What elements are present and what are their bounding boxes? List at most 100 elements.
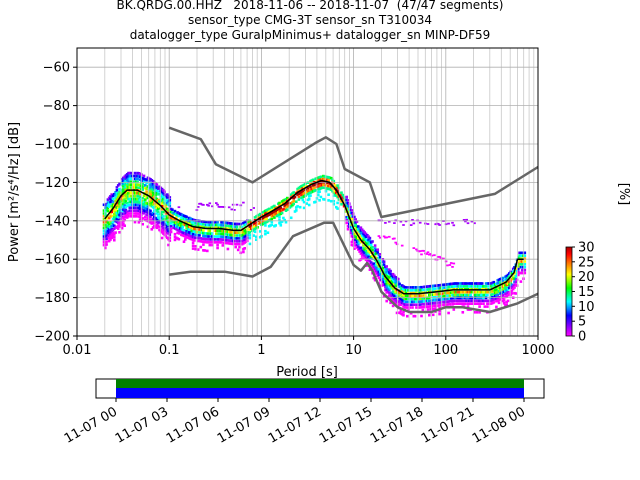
heatmap-cell bbox=[187, 222, 191, 226]
heatmap-cell bbox=[115, 206, 119, 209]
heatmap-cell bbox=[122, 176, 125, 180]
heatmap-cell bbox=[511, 284, 515, 288]
heatmap-cell bbox=[386, 275, 390, 278]
heatmap-cell bbox=[233, 239, 236, 243]
heatmap-cell bbox=[162, 217, 165, 221]
heatmap-cell bbox=[106, 204, 110, 207]
heatmap-cell bbox=[375, 266, 378, 270]
heatmap-cell bbox=[142, 174, 146, 178]
heatmap-cell bbox=[428, 313, 431, 317]
heatmap-cell bbox=[366, 257, 369, 260]
heatmap-cell bbox=[196, 239, 200, 243]
heatmap-cell bbox=[302, 186, 306, 189]
heatmap-cell bbox=[397, 277, 400, 281]
heatmap-cell bbox=[510, 289, 514, 292]
heatmap-cell bbox=[160, 210, 164, 214]
heatmap-cell bbox=[368, 242, 372, 246]
heatmap-cell bbox=[407, 289, 410, 292]
heatmap-cell bbox=[368, 245, 372, 248]
heatmap-cell bbox=[253, 230, 257, 234]
heatmap-cell bbox=[391, 304, 395, 308]
heatmap-cell bbox=[167, 220, 170, 224]
heatmap-cell bbox=[311, 178, 315, 182]
heatmap-cell bbox=[478, 302, 481, 305]
heatmap-cell bbox=[171, 214, 174, 217]
heatmap-cell bbox=[385, 271, 388, 274]
heatmap-cell bbox=[271, 214, 275, 217]
heatmap-cell bbox=[307, 197, 311, 201]
heatmap-cell bbox=[382, 235, 386, 238]
heatmap-cell bbox=[385, 273, 388, 277]
heatmap-cell bbox=[415, 248, 418, 251]
heatmap-cell bbox=[469, 299, 472, 303]
heatmap-cell bbox=[169, 225, 173, 228]
heatmap-cell bbox=[122, 196, 125, 200]
heatmap-cell bbox=[438, 312, 441, 316]
heatmap-cell bbox=[412, 303, 416, 306]
heatmap-cell bbox=[122, 205, 125, 208]
heatmap-cell bbox=[508, 286, 511, 290]
heatmap-cell bbox=[318, 187, 321, 191]
heatmap-cell bbox=[252, 234, 255, 237]
heatmap-cell bbox=[413, 314, 417, 318]
heatmap-cell bbox=[191, 221, 195, 224]
heatmap-cell bbox=[169, 222, 173, 225]
heatmap-cell bbox=[502, 299, 506, 302]
heatmap-cell bbox=[104, 212, 107, 215]
heatmap-cell bbox=[317, 193, 320, 197]
heatmap-cell bbox=[493, 291, 497, 295]
heatmap-cell bbox=[120, 226, 124, 230]
heatmap-cell bbox=[196, 225, 200, 228]
heatmap-cell bbox=[138, 195, 142, 199]
heatmap-cell bbox=[123, 218, 126, 222]
heatmap-cell bbox=[385, 279, 388, 283]
heatmap-cell bbox=[156, 187, 160, 190]
heatmap-cell bbox=[169, 230, 173, 234]
heatmap-cell bbox=[446, 264, 449, 267]
heatmap-cell bbox=[519, 254, 523, 257]
heatmap-cell bbox=[204, 226, 208, 229]
heatmap-cell bbox=[109, 238, 112, 241]
heatmap-cell bbox=[313, 186, 316, 190]
heatmap-cell bbox=[438, 292, 441, 296]
heatmap-cell bbox=[377, 235, 381, 237]
heatmap-cell bbox=[180, 222, 183, 225]
heatmap-cell bbox=[461, 311, 465, 314]
heatmap-cell bbox=[376, 251, 379, 254]
heatmap-cell bbox=[305, 202, 308, 205]
heatmap-cell bbox=[322, 186, 325, 189]
heatmap-cell bbox=[235, 225, 239, 229]
heatmap-cell bbox=[511, 287, 515, 291]
heatmap-cell bbox=[514, 280, 518, 284]
heatmap-cell bbox=[105, 243, 108, 246]
heatmap-cell bbox=[368, 268, 372, 271]
heatmap-cell bbox=[388, 235, 391, 238]
axes-ticks: 0.01 0.1 1 10 100 1000 −200 −180 −160 −140 −120 −10… bbox=[34, 61, 554, 358]
heatmap-cell bbox=[342, 199, 346, 202]
heatmap-cell bbox=[267, 207, 271, 211]
heatmap-cell bbox=[523, 271, 527, 275]
heatmap-cell bbox=[368, 239, 372, 243]
heatmap-cell bbox=[332, 182, 336, 186]
heatmap-cell bbox=[177, 237, 181, 241]
heatmap-cell bbox=[301, 190, 305, 193]
heatmap-cell bbox=[431, 313, 435, 317]
heatmap-cell bbox=[240, 225, 244, 229]
heatmap-cell bbox=[262, 210, 266, 214]
heatmap-cell bbox=[367, 249, 370, 253]
heatmap-cell bbox=[399, 309, 403, 312]
heatmap-cell bbox=[123, 224, 126, 227]
heatmap-cell bbox=[366, 254, 369, 257]
heatmap-cell bbox=[439, 295, 443, 298]
heatmap-cell bbox=[523, 265, 527, 269]
heatmap-cell bbox=[438, 301, 441, 304]
heatmap-cell bbox=[447, 297, 450, 300]
heatmap-cell bbox=[124, 182, 128, 186]
heatmap-cell bbox=[354, 224, 357, 227]
heatmap-cell bbox=[124, 197, 128, 200]
heatmap-cell bbox=[162, 192, 165, 195]
timeline-tick-label: 11-07 12 bbox=[266, 404, 324, 446]
heatmap-cell bbox=[164, 232, 168, 235]
heatmap-cell bbox=[408, 286, 412, 289]
heatmap-cell bbox=[238, 245, 241, 249]
